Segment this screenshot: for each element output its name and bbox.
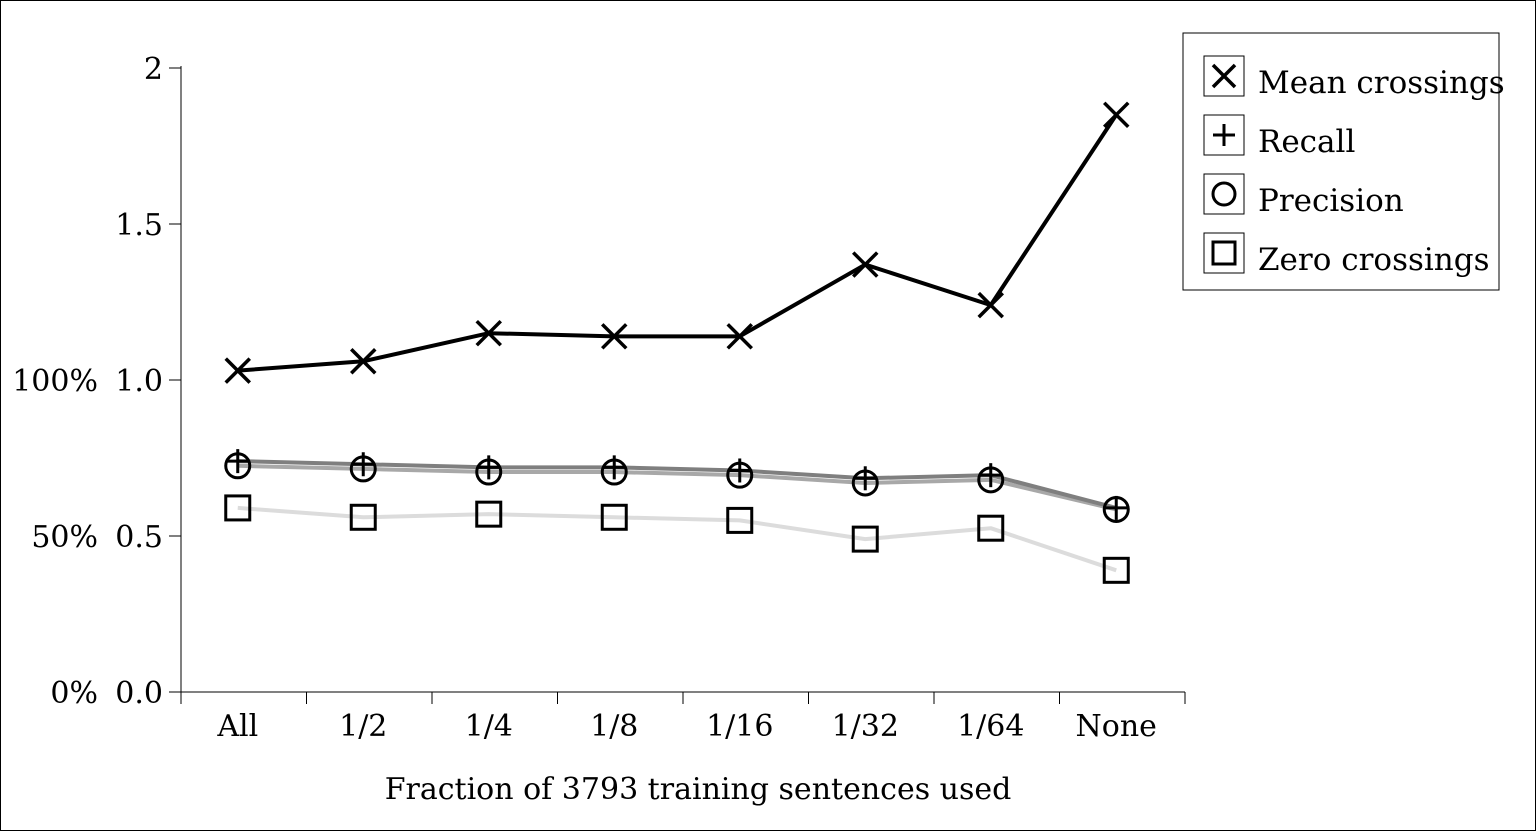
point-mean-crossings [601,323,628,350]
point-zero-crossings [224,494,252,522]
legend-label-zero-crossings: Zero crossings [1258,242,1490,278]
axes: 0.0 0.5 1.0 1.5 2 0% 50% 100% All 1/2 1/4 1/8 1/16 1/… [12,52,1186,744]
point-zero-crossings [600,503,628,531]
point-mean-crossings [977,291,1004,319]
point-recall [978,463,1003,488]
legend-label-recall: Recall [1258,124,1355,160]
series-line-mean-crossings [237,113,1118,373]
series-markers [224,101,1130,584]
x-tick-label: 1/2 [339,709,387,744]
x-tick-label: 1/8 [590,709,638,744]
y-tick-label: 1.0 [115,364,163,399]
point-recall [225,449,250,474]
point-recall [727,458,752,483]
legend-marker-recall [1213,124,1235,146]
x-tick-label: 1/4 [465,709,513,744]
point-recall [853,466,878,491]
x-tick-label: 1/16 [706,709,773,744]
x-tick-label: 1/64 [957,709,1024,744]
legend-marker-precision [1211,181,1237,207]
legend-label-precision: Precision [1258,183,1404,219]
y-tick-label: 1.5 [115,208,163,243]
point-zero-crossings [851,525,879,553]
point-recall [476,455,501,480]
x-tick-label: All [216,709,258,744]
point-zero-crossings [977,514,1005,542]
point-zero-crossings [726,506,754,534]
y-percent-label: 50% [31,520,98,555]
point-recall [1104,495,1129,520]
point-mean-crossings [852,251,879,278]
x-tick-label: None [1076,709,1157,744]
point-mean-crossings [475,319,502,347]
y-tick-label: 0.0 [115,676,163,711]
point-zero-crossings [475,500,503,528]
point-mean-crossings [350,348,377,375]
series-line-precision [237,463,1117,512]
y-tick-label: 0.5 [115,520,163,555]
point-mean-crossings [1103,101,1130,129]
x-axis-label: Fraction of 3793 training sentences used [385,772,1012,807]
legend-label-mean-crossings: Mean crossings [1258,65,1505,101]
x-tick-label: 1/32 [832,709,899,744]
legend-marker-mean-crossings [1211,63,1237,89]
point-mean-crossings [726,323,753,350]
y-percent-label: 100% [12,364,98,399]
y-percent-label: 0% [50,676,98,711]
legend-swatch-zero-crossings [1203,232,1245,274]
point-mean-crossings [224,357,251,384]
point-recall [351,452,376,477]
legend-swatch-precision [1203,173,1245,215]
series-line-zero-crossings [237,505,1117,573]
series-line-recall [237,459,1117,510]
y-tick-label: 2 [144,52,163,87]
legend-marker-zero-crossings [1211,240,1237,266]
point-zero-crossings [1102,556,1130,584]
legend: Mean crossings Recall Precision Zero crossi… [1182,32,1505,291]
series-lines [237,113,1118,573]
point-recall [602,455,627,480]
point-zero-crossings [349,503,377,531]
